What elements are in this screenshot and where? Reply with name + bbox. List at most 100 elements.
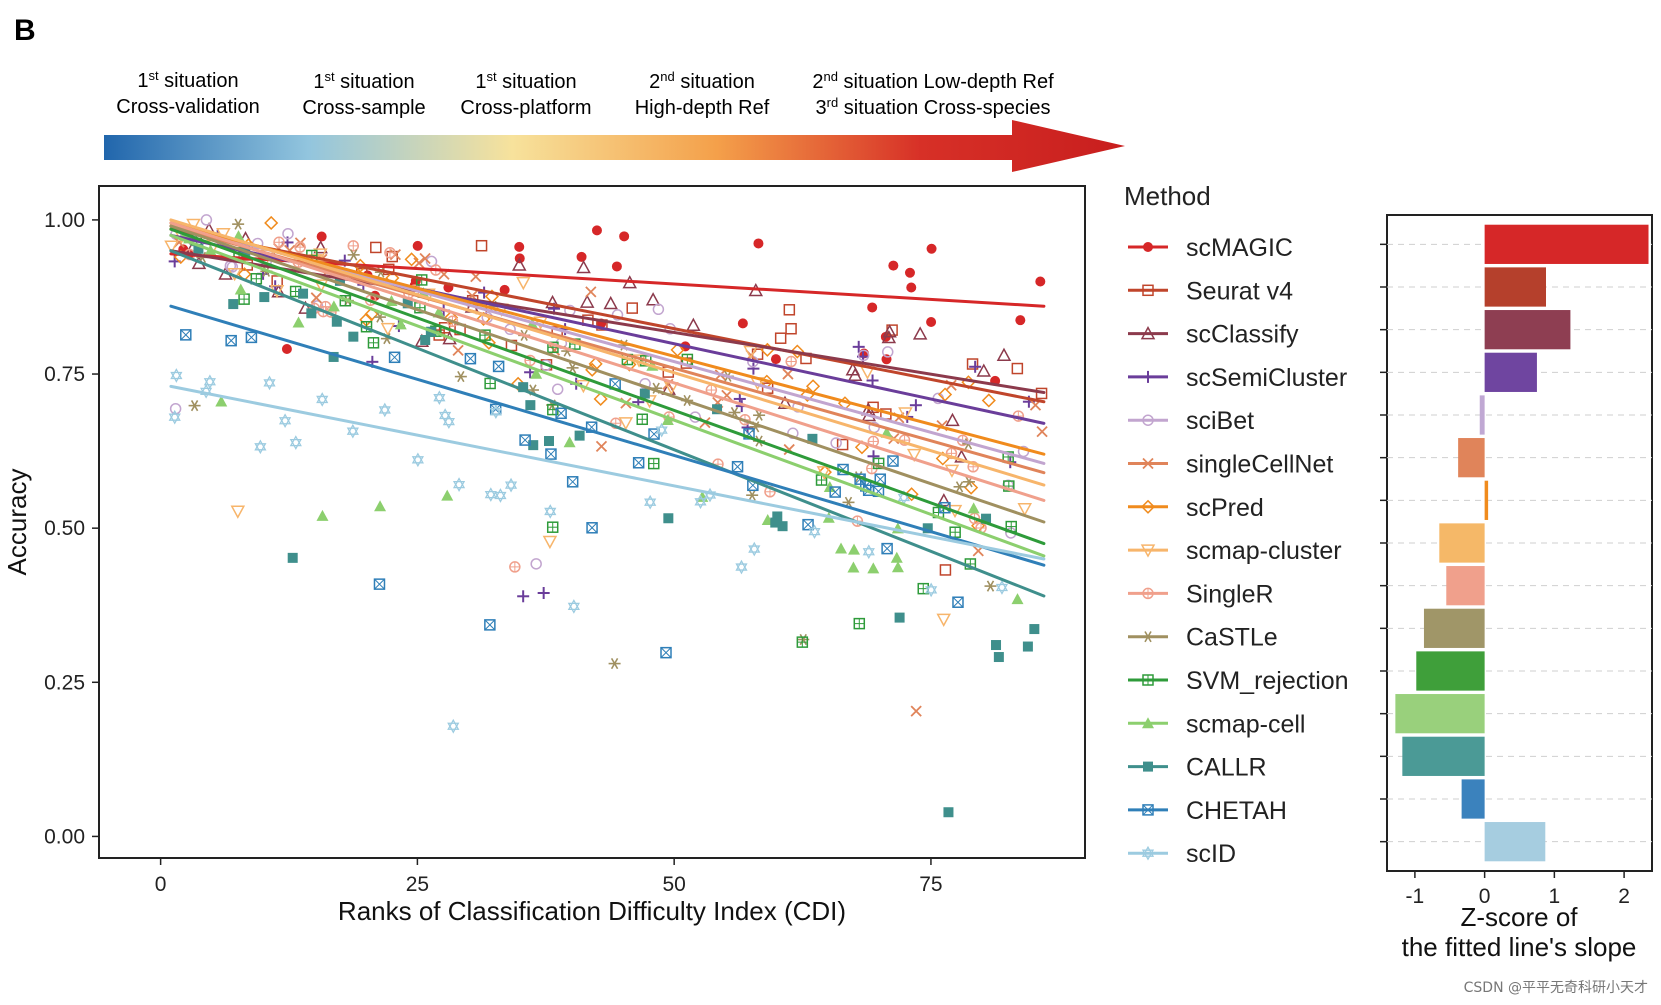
legend-item-callr: CALLR xyxy=(1128,754,1267,782)
scatter-point xyxy=(796,636,809,648)
scatter-point xyxy=(807,433,818,444)
scatter-point xyxy=(939,564,952,576)
scatter-point xyxy=(777,395,793,409)
scatter-point xyxy=(802,518,814,531)
bar-scid xyxy=(1484,822,1546,862)
scatter-point xyxy=(906,448,922,463)
scatter-point xyxy=(298,300,313,314)
scatter-point xyxy=(603,295,618,310)
bar-scibet xyxy=(1479,395,1485,435)
bar-castle xyxy=(1423,608,1485,648)
scatter-point xyxy=(484,619,496,631)
scatter-point xyxy=(991,640,1002,651)
scatter-point xyxy=(772,511,783,522)
scatter-point xyxy=(835,542,848,554)
scatter-point xyxy=(953,481,966,493)
scatter-point xyxy=(441,489,454,501)
legend-marker xyxy=(1142,370,1154,383)
scatter-point xyxy=(746,489,759,501)
scatter-point xyxy=(316,231,327,242)
legend-label: scPred xyxy=(1186,494,1264,522)
scatter-point xyxy=(530,367,543,379)
scatter-point xyxy=(530,558,542,570)
scatter-point xyxy=(230,505,246,519)
fit-line-chetah xyxy=(169,304,1046,567)
scatter-point xyxy=(1003,480,1015,492)
bar-x-label-line1: Z-score of xyxy=(1460,902,1578,932)
scatter-point xyxy=(996,347,1012,361)
legend-label: scSemiCluster xyxy=(1186,364,1347,392)
legend-marker xyxy=(1142,804,1154,816)
scatter-point xyxy=(867,562,880,574)
scatter-point xyxy=(563,436,576,448)
situation-1-line1: 1st situation xyxy=(137,68,238,92)
scatter-point xyxy=(586,522,598,534)
scatter-point xyxy=(546,521,559,533)
scatter-point xyxy=(1022,641,1033,652)
legend-marker xyxy=(1142,457,1154,470)
scatter-point xyxy=(661,414,674,426)
scatter-points xyxy=(164,214,1048,818)
scatter-point xyxy=(566,476,579,488)
legend-marker xyxy=(1142,414,1154,426)
scatter-point xyxy=(808,524,821,539)
situation-labels: 1st situation Cross-validation 1st situa… xyxy=(116,68,1054,119)
scatter-point xyxy=(847,561,860,573)
scatter-point xyxy=(542,535,558,550)
y-tick-label: 0.25 xyxy=(44,671,85,694)
scatter-point xyxy=(591,225,602,236)
scatter-point xyxy=(995,580,1009,595)
x-tick-label: 0 xyxy=(155,873,167,896)
situation-4-line2: High-depth Ref xyxy=(635,97,770,119)
scatter-point xyxy=(545,294,560,309)
scatter-point xyxy=(402,298,413,309)
bar-scclassify xyxy=(1484,310,1571,350)
scatter-point xyxy=(168,409,181,425)
scatter-point xyxy=(949,526,961,538)
scatter-point xyxy=(378,402,391,418)
legend-marker xyxy=(1143,242,1153,252)
scatter-point xyxy=(294,241,306,253)
scatter-point xyxy=(452,477,466,492)
scatter-point xyxy=(484,377,496,390)
scatter-point xyxy=(967,502,980,514)
scatter-point xyxy=(785,322,797,335)
scatter-point xyxy=(593,391,608,407)
legend-label: SingleR xyxy=(1186,580,1274,608)
bar-scsemicluster xyxy=(1484,352,1537,392)
scatter-point xyxy=(475,239,488,252)
scatter-point xyxy=(694,494,707,510)
fit-line-scid xyxy=(169,384,1046,561)
scatter-point xyxy=(887,455,899,467)
scatter-point xyxy=(492,360,505,373)
scatter-point xyxy=(273,236,285,249)
fitted-lines xyxy=(169,218,1046,598)
scatter-point xyxy=(364,307,379,322)
scatter-point xyxy=(180,329,192,341)
legend-label: singleCellNet xyxy=(1186,451,1333,479)
scatter-point xyxy=(499,284,510,295)
scatter-point xyxy=(316,509,329,521)
legend-marker xyxy=(1142,674,1154,686)
y-tick-label: 0.75 xyxy=(44,363,85,386)
scatter-point xyxy=(836,438,849,451)
fit-line-svm-rejection xyxy=(169,227,1046,546)
scatter-point xyxy=(525,400,536,411)
scatter-point xyxy=(881,346,894,358)
scatter-point xyxy=(611,309,624,321)
scatter-point xyxy=(660,646,672,659)
scatter-point xyxy=(388,351,401,364)
scatter-point xyxy=(412,240,423,251)
scatter-point xyxy=(1035,387,1048,400)
scatter-point xyxy=(576,251,587,262)
scatter-point xyxy=(964,480,979,495)
legend-item-seurat-v4: Seurat v4 xyxy=(1128,277,1293,305)
legend-label: sciBet xyxy=(1186,407,1254,435)
scatter-point xyxy=(367,337,380,349)
scatter-point xyxy=(862,544,875,560)
scatter-point xyxy=(632,457,645,469)
scatter-point xyxy=(447,718,460,734)
legend-marker xyxy=(1141,845,1155,861)
scatter-point xyxy=(894,612,905,623)
